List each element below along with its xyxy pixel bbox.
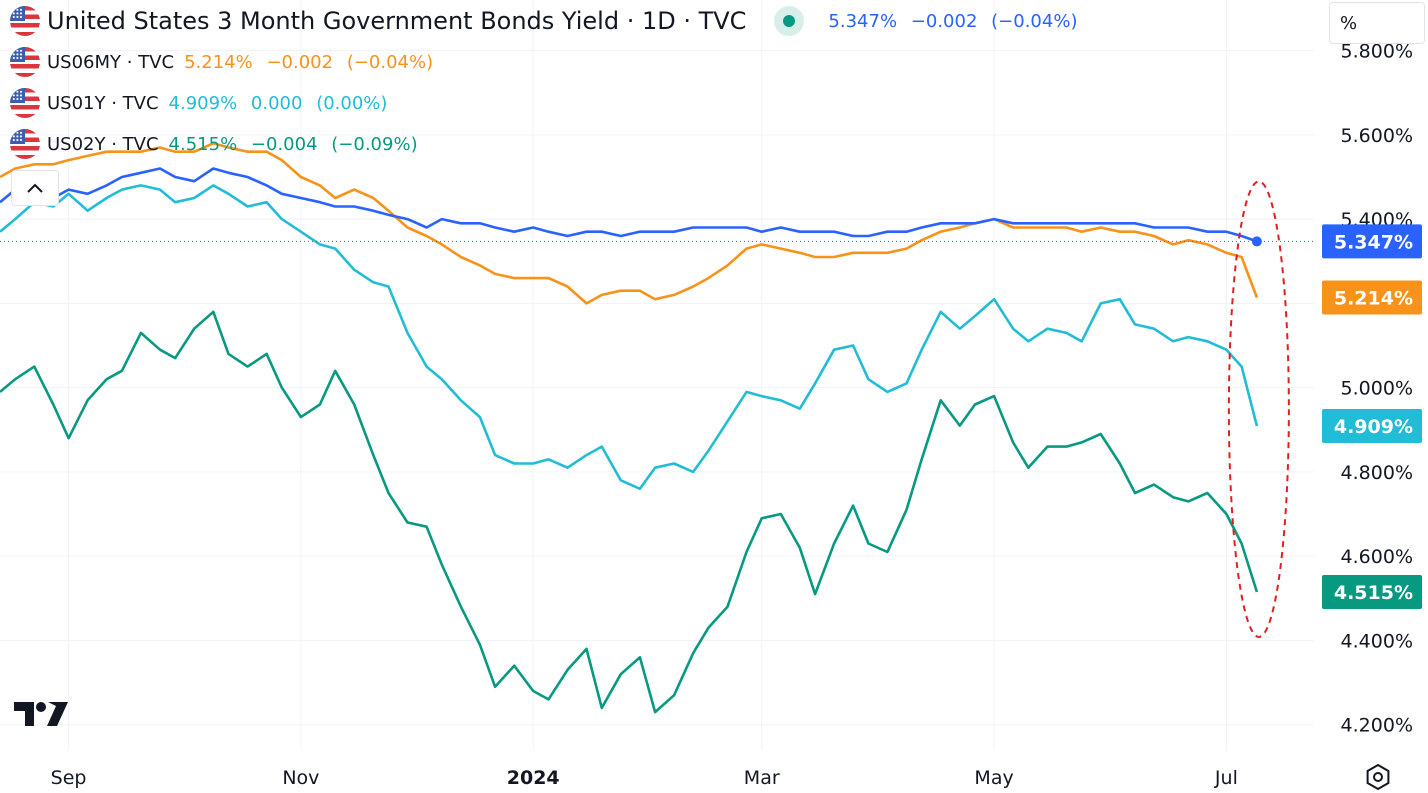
legend-row-us02y[interactable]: US02Y · TVC 4.515% −0.004 (−0.09%) [10, 127, 426, 161]
price-badge-us06my: 5.214% [1322, 280, 1422, 315]
chart-grid [0, 0, 1314, 750]
legend-change-pct: (−0.04%) [346, 51, 434, 73]
price-badge-label: 4.909% [1334, 416, 1413, 438]
annotation-layer [1227, 180, 1290, 638]
y-tick-label: 4.600% [1341, 546, 1413, 568]
scale-unit-label: % [1340, 12, 1358, 34]
us-flag-icon [10, 88, 40, 118]
y-tick-label: 5.000% [1341, 378, 1413, 400]
legend-change-pct: (−0.09%) [331, 133, 418, 155]
legend-values: 5.214% −0.002 (−0.04%) [184, 52, 441, 73]
price-badge-us03my: 5.347% [1322, 224, 1422, 259]
us-flag-icon [10, 47, 40, 77]
legend-values: 4.515% −0.004 (−0.09%) [169, 134, 426, 155]
legend-values: 4.909% 0.000 (0.00%) [169, 93, 396, 114]
legend-last-value: 5.214% [184, 51, 253, 73]
price-badge-bg [1322, 280, 1422, 315]
price-badge-us02y: 4.515% [1322, 574, 1422, 609]
y-tick-label: 4.400% [1341, 630, 1413, 652]
x-tick-label: Nov [282, 767, 319, 789]
series-line-us03my [0, 167, 1258, 243]
price-badge-bg [1322, 224, 1422, 259]
legend-symbol: US01Y · TVC [47, 92, 159, 114]
last-price-dot [1251, 236, 1262, 247]
x-tick-label: Sep [51, 767, 87, 789]
legend-collapse-button[interactable] [11, 170, 59, 206]
price-axis[interactable]: 4.200%4.400%4.600%4.800%5.000%5.200%5.40… [1322, 41, 1422, 737]
main-series-values: 5.347% −0.002 (−0.04%) [828, 11, 1085, 32]
annotation-ellipse [1227, 180, 1290, 638]
price-badge-us01y: 4.909% [1322, 408, 1422, 443]
series-line-us01y [0, 184, 1259, 491]
y-tick-label: 5.600% [1341, 125, 1413, 147]
legend-last-value: 4.909% [168, 92, 238, 114]
scale-unit-button[interactable]: % [1329, 2, 1425, 44]
legend-symbol: US06MY · TVC [47, 51, 175, 73]
legend-change: −0.002 [266, 51, 334, 73]
tradingview-logo[interactable] [14, 700, 68, 728]
price-badge-label: 4.515% [1334, 582, 1413, 604]
us-flag-icon [10, 6, 40, 36]
price-badge-bg [1322, 408, 1422, 443]
legend-main-series[interactable]: United States 3 Month Government Bonds Y… [10, 4, 1085, 38]
legend-row-us06my[interactable]: US06MY · TVC 5.214% −0.002 (−0.04%) [10, 45, 441, 79]
us-flag-icon [10, 129, 40, 159]
status-dot-icon [774, 6, 805, 36]
series-line-us02y [0, 310, 1259, 714]
x-tick-label: 2024 [507, 767, 560, 789]
legend-last-value: 4.515% [168, 133, 238, 155]
x-tick-label: May [974, 767, 1013, 789]
price-badge-label: 5.214% [1334, 287, 1413, 309]
legend-row-us01y[interactable]: US01Y · TVC 4.909% 0.000 (0.00%) [10, 86, 395, 120]
chevron-up-icon [27, 183, 43, 193]
series-lines [0, 142, 1314, 714]
main-change: −0.002 [910, 10, 978, 32]
series-line-us06my [0, 142, 1259, 305]
y-tick-label: 4.200% [1341, 715, 1413, 737]
main-symbol-title: United States 3 Month Government Bonds Y… [47, 7, 747, 35]
y-tick-label: 4.800% [1341, 462, 1413, 484]
legend-change-pct: (0.00%) [316, 92, 388, 114]
legend-symbol: US02Y · TVC [47, 133, 159, 155]
legend-change: −0.004 [250, 133, 318, 155]
price-badge-bg [1322, 574, 1422, 609]
legend-change: 0.000 [250, 92, 303, 114]
x-tick-label: Jul [1214, 767, 1238, 789]
x-tick-label: Mar [744, 767, 780, 789]
price-badge-label: 5.347% [1334, 231, 1413, 253]
y-tick-label: 5.800% [1341, 41, 1413, 63]
time-axis[interactable]: Sep Nov 2024 Mar May Jul [51, 767, 1238, 789]
settings-icon[interactable] [1364, 763, 1392, 791]
main-last-value: 5.347% [828, 10, 898, 32]
main-change-pct: (−0.04%) [991, 10, 1078, 32]
